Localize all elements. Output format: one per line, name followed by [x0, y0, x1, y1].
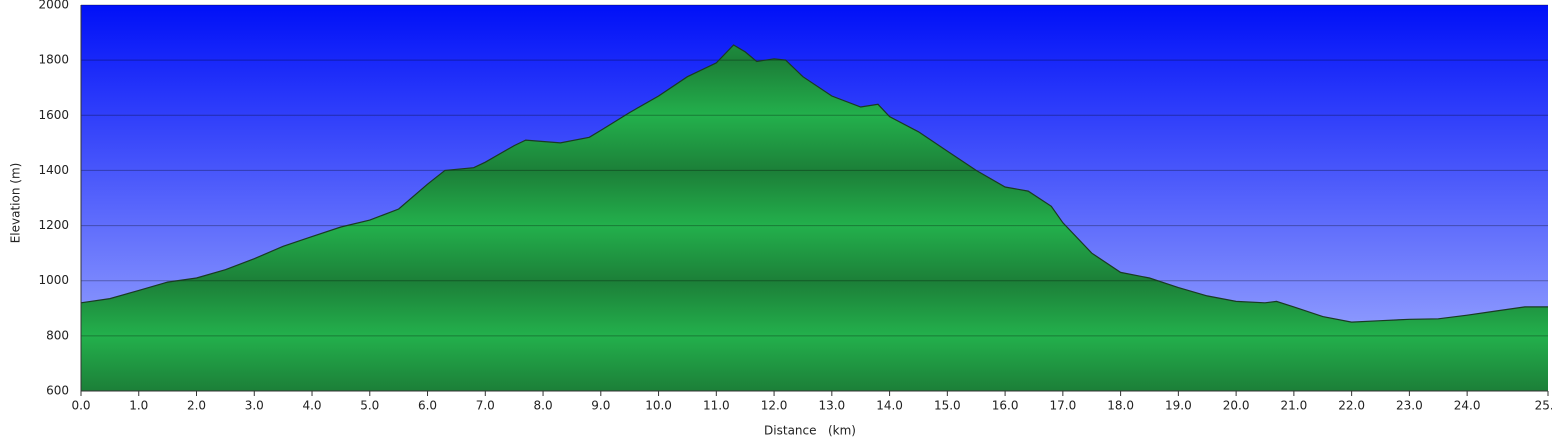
x-tick-label: 21.0: [1281, 399, 1308, 413]
y-tick-label: 1600: [38, 108, 69, 122]
x-tick-label: 16.0: [992, 399, 1019, 413]
x-tick-label: 8.0: [534, 399, 553, 413]
x-tick-label: 7.0: [476, 399, 495, 413]
x-tick-label: 14.0: [876, 399, 903, 413]
x-tick-label: 9.0: [591, 399, 610, 413]
x-tick-label: 6.0: [418, 399, 437, 413]
x-tick-label: 12.0: [761, 399, 788, 413]
y-tick-label: 1400: [38, 163, 69, 177]
y-tick-label: 1200: [38, 218, 69, 232]
y-tick-label: 800: [46, 328, 69, 342]
x-tick-label: 22.0: [1338, 399, 1365, 413]
x-tick-label: 1.0: [129, 399, 148, 413]
x-tick-label: 23.0: [1396, 399, 1423, 413]
x-tick-label: 11.0: [703, 399, 730, 413]
x-tick-label: 25.4: [1535, 399, 1552, 413]
x-tick-label: 0.0: [71, 399, 90, 413]
x-tick-label: 10.0: [645, 399, 672, 413]
y-tick-label: 600: [46, 384, 69, 398]
y-tick-label: 1000: [38, 273, 69, 287]
x-tick-label: 18.0: [1107, 399, 1134, 413]
x-tick-label: 5.0: [360, 399, 379, 413]
elevation-line: [80, 44, 1548, 323]
x-tick-label: 15.0: [934, 399, 961, 413]
x-tick-label: 4.0: [302, 399, 321, 413]
y-tick-label: 1800: [38, 53, 69, 67]
y-axis-title: Elevation (m): [9, 163, 23, 244]
x-axis-title: Distance (km): [764, 424, 856, 438]
x-tick-label: 2.0: [187, 399, 206, 413]
x-tick-label: 13.0: [818, 399, 845, 413]
x-tick-label: 24.0: [1454, 399, 1481, 413]
x-tick-label: 19.0: [1165, 399, 1192, 413]
x-tick-label: 20.0: [1223, 399, 1250, 413]
x-tick-label: 17.0: [1049, 399, 1076, 413]
x-tick-label: 3.0: [245, 399, 264, 413]
y-tick-label: 2000: [38, 0, 69, 12]
